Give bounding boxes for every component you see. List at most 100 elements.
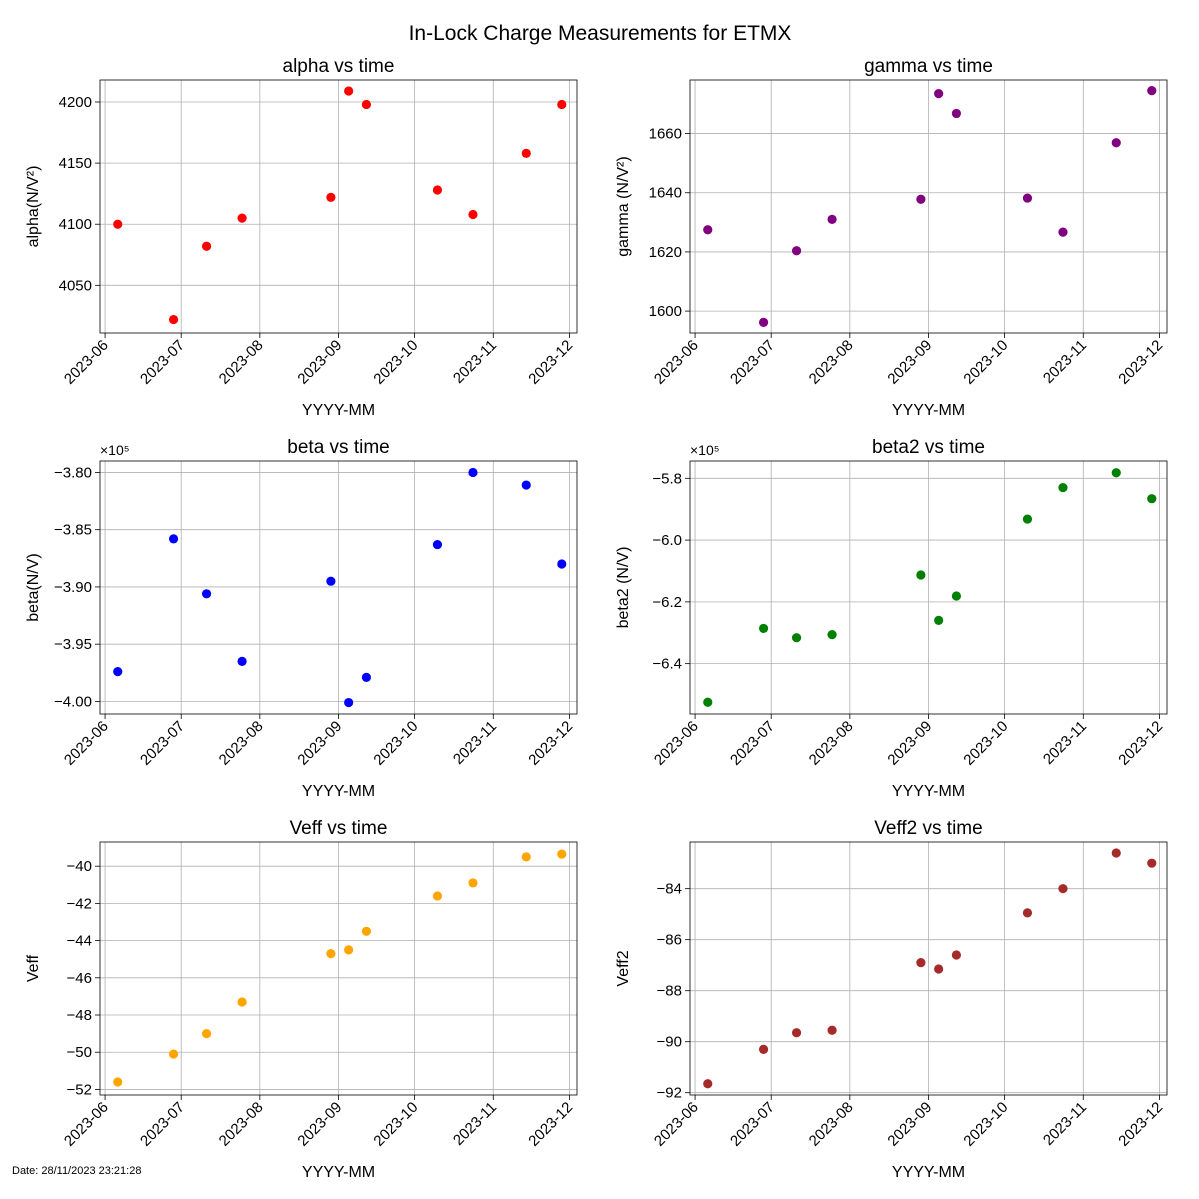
data-point bbox=[916, 194, 926, 204]
data-point bbox=[521, 148, 531, 158]
y-offset-label: ×10⁵ bbox=[100, 442, 130, 458]
data-point bbox=[237, 997, 247, 1007]
data-point bbox=[237, 213, 247, 223]
data-point bbox=[168, 534, 179, 544]
y-tick-label: 4100 bbox=[59, 216, 92, 233]
data-point bbox=[201, 1029, 212, 1039]
y-tick-label: 1640 bbox=[649, 185, 682, 202]
y-tick-label: −3.90 bbox=[54, 579, 92, 596]
data-point bbox=[201, 241, 212, 251]
data-point bbox=[113, 667, 123, 677]
data-point bbox=[934, 89, 944, 99]
y-tick-label: 1620 bbox=[649, 244, 682, 261]
data-point bbox=[344, 945, 354, 955]
x-axis-label: YYYY-MM bbox=[302, 402, 375, 419]
data-point bbox=[791, 633, 802, 643]
data-point bbox=[326, 576, 336, 586]
data-point bbox=[827, 1025, 837, 1035]
x-axis-label: YYYY-MM bbox=[302, 1164, 375, 1181]
subplot-title: gamma vs time bbox=[864, 56, 993, 77]
y-axis-label: Veff2 bbox=[615, 950, 632, 986]
y-tick-label: −42 bbox=[67, 895, 92, 912]
y-tick-label: −6.0 bbox=[652, 532, 682, 549]
y-tick-label: −5.8 bbox=[652, 470, 682, 487]
data-point bbox=[237, 656, 247, 666]
y-tick-label: −6.2 bbox=[652, 594, 682, 611]
data-point bbox=[1147, 86, 1157, 96]
data-point bbox=[557, 559, 567, 569]
y-tick-label: −86 bbox=[657, 932, 682, 949]
y-tick-label: −3.85 bbox=[54, 522, 92, 539]
x-axis-label: YYYY-MM bbox=[892, 402, 965, 419]
x-axis-label: YYYY-MM bbox=[302, 783, 375, 800]
data-point bbox=[201, 589, 212, 599]
footer-date: Date: 28/11/2023 23:21:28 bbox=[12, 1165, 141, 1177]
subplot-title: beta vs time bbox=[287, 437, 389, 458]
y-tick-label: −6.4 bbox=[652, 656, 682, 673]
data-point bbox=[1022, 193, 1033, 203]
y-tick-label: −3.80 bbox=[54, 464, 92, 481]
y-tick-label: −50 bbox=[67, 1044, 92, 1061]
data-point bbox=[361, 926, 372, 936]
data-point bbox=[758, 1044, 769, 1054]
data-point bbox=[521, 480, 531, 490]
x-axis-label: YYYY-MM bbox=[892, 783, 965, 800]
data-point bbox=[468, 467, 478, 478]
y-offset-label: ×10⁵ bbox=[690, 442, 720, 458]
data-point bbox=[1111, 848, 1121, 858]
data-point bbox=[1111, 138, 1121, 148]
y-tick-label: 1600 bbox=[649, 303, 682, 320]
data-point bbox=[791, 1028, 802, 1038]
data-point bbox=[1111, 468, 1121, 478]
y-axis-label: beta2 (N/V) bbox=[615, 547, 632, 629]
data-point bbox=[168, 1049, 179, 1059]
data-point bbox=[827, 214, 837, 224]
data-point bbox=[934, 964, 944, 974]
data-point bbox=[521, 852, 531, 862]
data-point bbox=[827, 630, 837, 640]
y-tick-label: 1660 bbox=[649, 126, 682, 143]
figure-title: In-Lock Charge Measurements for ETMX bbox=[409, 22, 792, 45]
y-tick-label: −40 bbox=[67, 858, 92, 875]
data-point bbox=[951, 950, 962, 960]
data-point bbox=[1022, 908, 1033, 918]
y-tick-label: 4200 bbox=[59, 94, 92, 111]
data-point bbox=[703, 225, 713, 235]
data-point bbox=[758, 317, 769, 327]
data-point bbox=[344, 697, 354, 708]
subplot-title: alpha vs time bbox=[283, 56, 395, 77]
y-tick-label: −44 bbox=[67, 933, 92, 950]
data-point bbox=[113, 219, 123, 229]
y-tick-label: −84 bbox=[657, 881, 682, 898]
subplot-title: Veff vs time bbox=[290, 818, 388, 839]
y-tick-label: −90 bbox=[657, 1034, 682, 1051]
data-point bbox=[916, 958, 926, 968]
y-tick-label: −52 bbox=[67, 1081, 92, 1098]
data-point bbox=[432, 185, 443, 195]
data-point bbox=[1058, 227, 1068, 237]
y-tick-label: −88 bbox=[657, 983, 682, 1000]
data-point bbox=[326, 192, 336, 202]
data-point bbox=[557, 849, 567, 859]
data-point bbox=[703, 697, 713, 707]
data-point bbox=[432, 891, 443, 901]
y-axis-label: gamma (N/V²) bbox=[615, 156, 632, 256]
x-axis-label: YYYY-MM bbox=[892, 1164, 965, 1181]
data-point bbox=[1022, 514, 1033, 524]
y-tick-label: −92 bbox=[657, 1085, 682, 1102]
data-point bbox=[1058, 884, 1068, 894]
data-point bbox=[703, 1079, 713, 1089]
data-point bbox=[1147, 494, 1157, 504]
data-point bbox=[468, 209, 478, 220]
data-point bbox=[758, 623, 769, 634]
data-point bbox=[468, 878, 478, 888]
data-point bbox=[916, 570, 926, 580]
data-point bbox=[791, 246, 802, 256]
data-point bbox=[1147, 858, 1157, 868]
data-point bbox=[344, 86, 354, 96]
data-point bbox=[326, 949, 336, 959]
data-point bbox=[934, 615, 944, 625]
data-point bbox=[361, 672, 372, 682]
